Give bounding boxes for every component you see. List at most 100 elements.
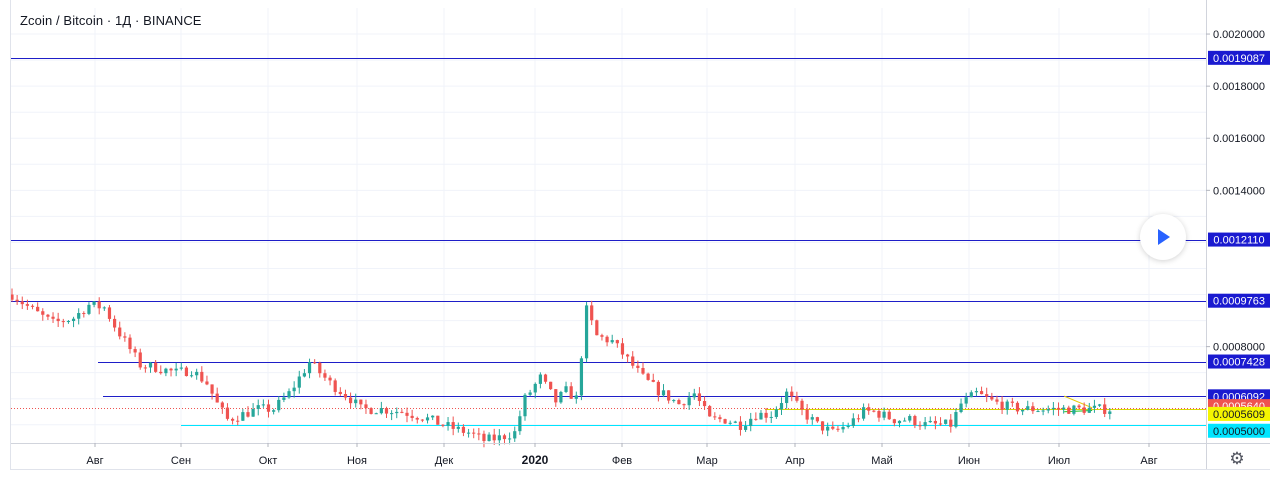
candle-body bbox=[574, 395, 578, 399]
candle-body bbox=[97, 301, 101, 309]
price-level-tag bbox=[1208, 232, 1270, 247]
price-level-tag-label: 0.0005609 bbox=[1213, 409, 1265, 421]
candle-body bbox=[154, 362, 158, 372]
candle-body bbox=[395, 411, 399, 414]
candle-body bbox=[846, 425, 850, 427]
candle-body bbox=[1026, 406, 1030, 410]
candle-body bbox=[774, 409, 778, 417]
candle-body bbox=[71, 318, 76, 322]
candle-body bbox=[590, 305, 594, 321]
candle-body bbox=[390, 413, 394, 415]
candle-body bbox=[179, 367, 183, 369]
candle-body bbox=[205, 381, 209, 385]
candle-body bbox=[77, 313, 81, 319]
candle-body bbox=[1062, 407, 1066, 410]
candle-body bbox=[856, 418, 861, 420]
candle-body bbox=[456, 426, 460, 429]
candle-body bbox=[318, 362, 322, 374]
candle-body bbox=[820, 421, 825, 431]
candle-body bbox=[487, 434, 491, 442]
candle-body bbox=[364, 404, 368, 409]
candle-body bbox=[1010, 401, 1014, 403]
candle-body bbox=[610, 340, 614, 343]
candle-body bbox=[323, 373, 327, 378]
price-tick-label: 0.0020000 bbox=[1213, 29, 1265, 41]
candle-body bbox=[892, 419, 896, 424]
candle-body bbox=[189, 375, 194, 377]
candle-body bbox=[169, 368, 173, 371]
candle-body bbox=[436, 415, 440, 425]
candle-body bbox=[851, 418, 855, 426]
horizontal-levels bbox=[11, 58, 1206, 426]
candle-body bbox=[656, 381, 660, 396]
price-tick-label: 0.0014000 bbox=[1213, 185, 1265, 197]
candle-body bbox=[990, 396, 994, 400]
candle-body bbox=[210, 384, 214, 394]
candle-body bbox=[225, 407, 230, 419]
candle-body bbox=[836, 428, 840, 430]
candle-body bbox=[979, 391, 984, 395]
candle-body bbox=[964, 397, 968, 404]
candle-body bbox=[687, 397, 691, 406]
candle-body bbox=[1000, 401, 1004, 410]
candle-body bbox=[903, 420, 907, 422]
candle-body bbox=[523, 394, 527, 417]
candle-body bbox=[446, 422, 450, 426]
candle-body bbox=[620, 343, 625, 355]
candle-body bbox=[343, 394, 348, 398]
candle-body bbox=[897, 420, 902, 424]
candle-body bbox=[118, 327, 122, 337]
replay-button[interactable] bbox=[1140, 214, 1186, 260]
candle-body bbox=[887, 411, 891, 420]
candle-body bbox=[184, 367, 189, 377]
price-labels: 0.0020000 0.0018000 0.0016000 0.0014000 0.00… bbox=[1206, 29, 1270, 438]
candle-body bbox=[20, 301, 24, 305]
play-icon bbox=[1158, 229, 1170, 245]
candle-body bbox=[41, 311, 45, 315]
candle-body bbox=[246, 412, 250, 417]
price-level-tag-label: 0.0007428 bbox=[1213, 357, 1265, 369]
candle-body bbox=[882, 411, 886, 418]
candle-body bbox=[123, 336, 127, 338]
candle-body bbox=[1067, 407, 1071, 414]
candle-body bbox=[354, 399, 358, 404]
grid bbox=[11, 8, 1206, 443]
candle-body bbox=[159, 371, 163, 374]
candle-body bbox=[25, 304, 29, 306]
candle-body bbox=[1046, 409, 1050, 411]
candle-body bbox=[148, 362, 153, 368]
candle-body bbox=[944, 419, 948, 424]
candle-body bbox=[738, 421, 743, 430]
candle-body bbox=[549, 381, 553, 390]
candle-body bbox=[605, 336, 609, 343]
trendline[interactable] bbox=[1063, 395, 1093, 409]
candle-body bbox=[995, 399, 999, 402]
candle-body bbox=[36, 306, 40, 312]
candle-body bbox=[384, 408, 389, 414]
candle-body bbox=[759, 412, 763, 420]
candle-body bbox=[969, 392, 973, 398]
candle-body bbox=[1087, 407, 1091, 413]
candle-body bbox=[328, 377, 332, 381]
candle-body bbox=[441, 424, 445, 426]
candle-body bbox=[466, 432, 471, 434]
gear-icon[interactable]: ⚙ bbox=[1229, 449, 1245, 468]
candle-body bbox=[1082, 407, 1086, 413]
candle-body bbox=[1056, 407, 1061, 410]
candle-body bbox=[543, 374, 548, 382]
candle-body bbox=[302, 373, 307, 377]
candle-body bbox=[230, 418, 235, 421]
time-tick-label: Ноя bbox=[347, 455, 367, 467]
candle-body bbox=[333, 380, 337, 392]
candle-body bbox=[46, 314, 50, 317]
price-tick-label: 0.0008000 bbox=[1213, 342, 1265, 354]
candle-body bbox=[251, 408, 255, 417]
candle-body bbox=[626, 354, 630, 357]
time-tick-label: Авг bbox=[86, 455, 103, 467]
candle-body bbox=[272, 410, 276, 412]
candle-body bbox=[697, 393, 702, 402]
candle-body bbox=[56, 318, 60, 322]
candle-body bbox=[292, 387, 296, 392]
